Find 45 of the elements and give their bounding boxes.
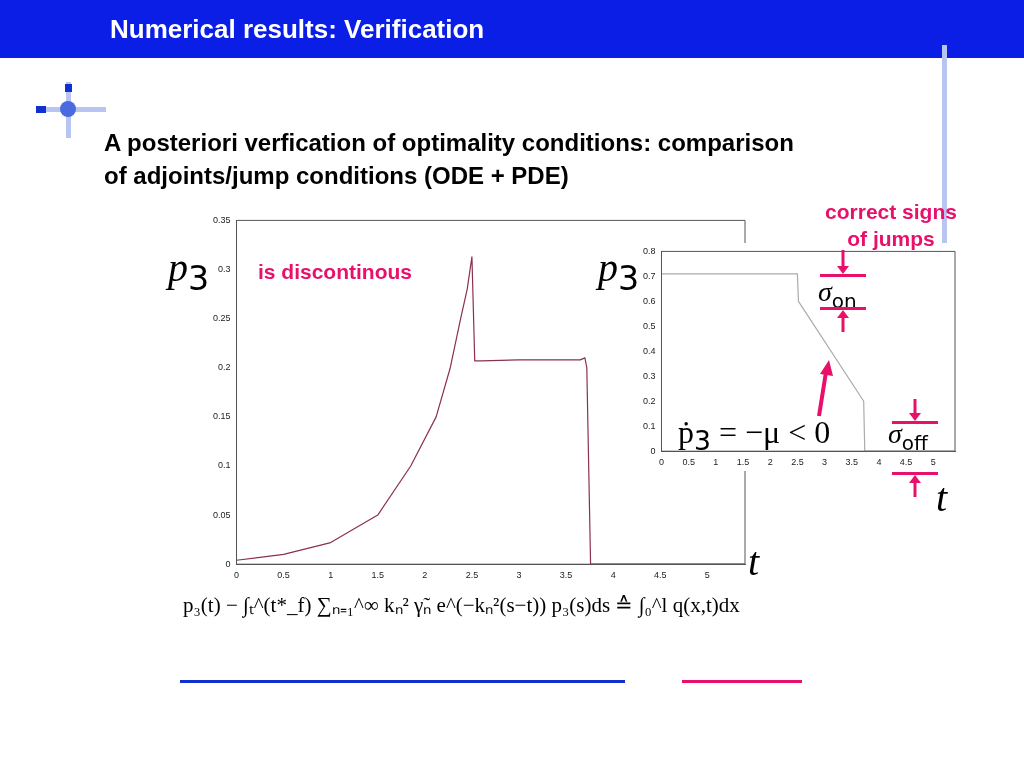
y-tick-label: 0.1 [643, 420, 656, 431]
x-tick-label: 0 [234, 570, 240, 581]
y-tick-label: 0.3 [643, 370, 656, 381]
y-tick-label: 0.25 [212, 313, 231, 324]
y-tick-label: 0.35 [212, 214, 231, 225]
y-tick-label: 0.15 [212, 411, 231, 422]
chart-subtitle: A posteriori verfication of optimality conditions: comparison of adjoints/jump conditions (ODE + PDE) [104, 128, 795, 191]
annotation: is discontinous [258, 260, 413, 284]
x-tick-label: 0.5 [277, 570, 290, 581]
x-tick-label: 0.5 [682, 457, 695, 468]
x-tick-label: 2.5 [465, 570, 479, 581]
y-tick-label: 0.2 [643, 395, 656, 406]
text: correct signs of jumps [824, 199, 958, 252]
x-axis-title: t [936, 474, 948, 521]
x-tick-label: 3.5 [559, 570, 573, 581]
x-tick-label: 1.5 [736, 457, 750, 468]
x-tick-label: 2 [422, 570, 428, 581]
y-tick-label: 0.4 [643, 345, 656, 356]
y-tick-label: 0.8 [643, 245, 656, 256]
y-tick-label: 0.2 [218, 362, 231, 373]
y-tick-label: 0.5 [643, 320, 656, 331]
text: p₃(t) − ∫ₜ^(t*_f) ∑ₙ₌₁^∞ kₙ² γ̃ₙ e^(−kₙ²(s−t)) p₃(s)ds ≙ ∫₀^l q(x,t)dx [183, 592, 740, 618]
y-tick-label: 0.1 [218, 460, 231, 471]
x-tick-label: 1 [328, 570, 334, 581]
chart-title: Numerical results: Verification [110, 14, 485, 45]
x-tick-label: 1 [713, 457, 719, 468]
x-tick-label: 2.5 [791, 457, 804, 468]
x-tick-label: 4.5 [653, 570, 667, 581]
x-tick-label: 3 [516, 570, 522, 581]
y-tick-label: 0.05 [212, 509, 231, 520]
y-tick-label: 0 [225, 558, 231, 569]
x-tick-label: 3.5 [845, 457, 858, 468]
annotation: ṗ$_{3}$ = −μ < 0 [678, 414, 831, 457]
x-tick-label: 5 [704, 570, 710, 581]
y-tick-label: 0.7 [643, 270, 656, 281]
y-tick-label: 0 [650, 445, 656, 456]
x-tick-label: 4 [610, 570, 616, 581]
x-tick-label: 3 [822, 457, 828, 468]
y-tick-label: 0.3 [218, 264, 231, 274]
x-tick-label: 2 [767, 457, 773, 468]
x-tick-label: 1.5 [371, 570, 385, 581]
x-tick-label: 4 [876, 457, 882, 468]
y-tick-label: 0.6 [643, 295, 656, 306]
x-axis-title: t [748, 538, 760, 585]
x-tick-label: 0 [659, 457, 665, 468]
